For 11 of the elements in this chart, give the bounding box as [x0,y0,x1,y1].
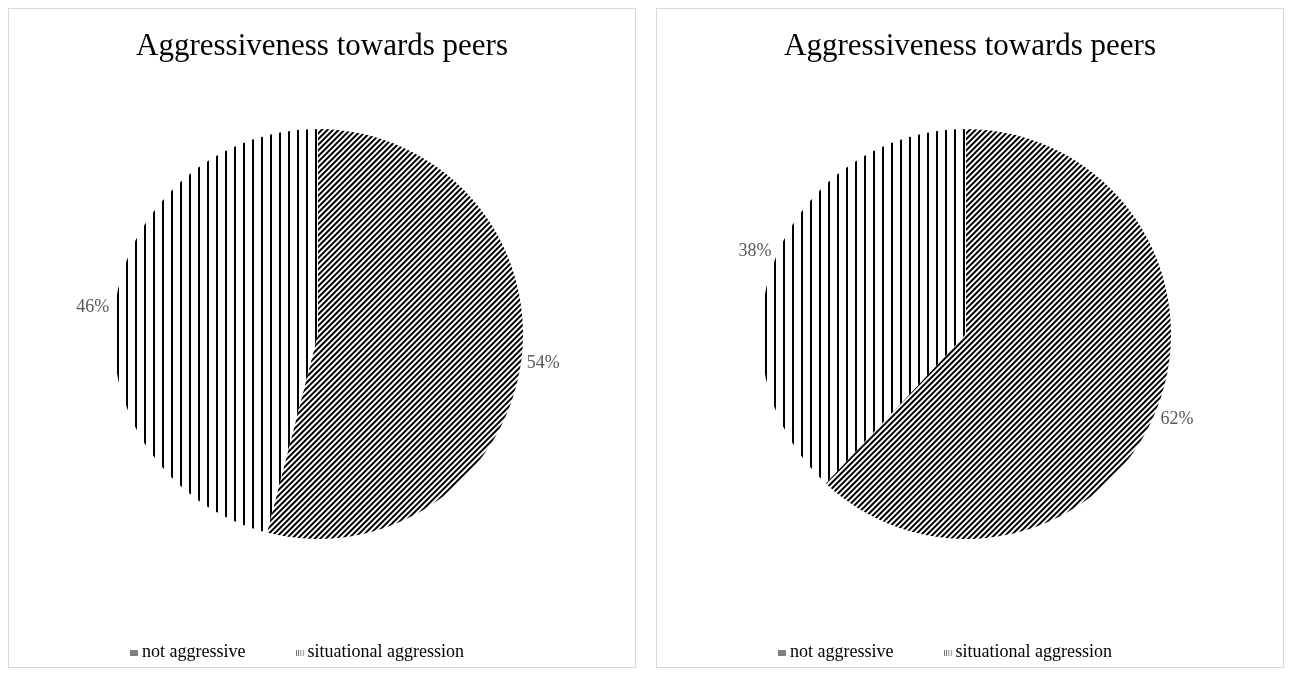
data-label: 54% [526,352,560,373]
data-label: 62% [1160,407,1194,428]
legend-label: situational aggression [307,641,464,661]
pie-slice [267,129,523,539]
chart-title: Aggressiveness towards peers [783,27,1157,63]
legend-label: not aggressive [790,641,894,661]
data-label: 38% [738,240,772,261]
chart-title: Aggressiveness towards peers [135,27,509,63]
data-label: 46% [76,295,110,316]
legend-label: not aggressive [142,641,246,661]
legend-label: situational aggression [955,641,1112,661]
